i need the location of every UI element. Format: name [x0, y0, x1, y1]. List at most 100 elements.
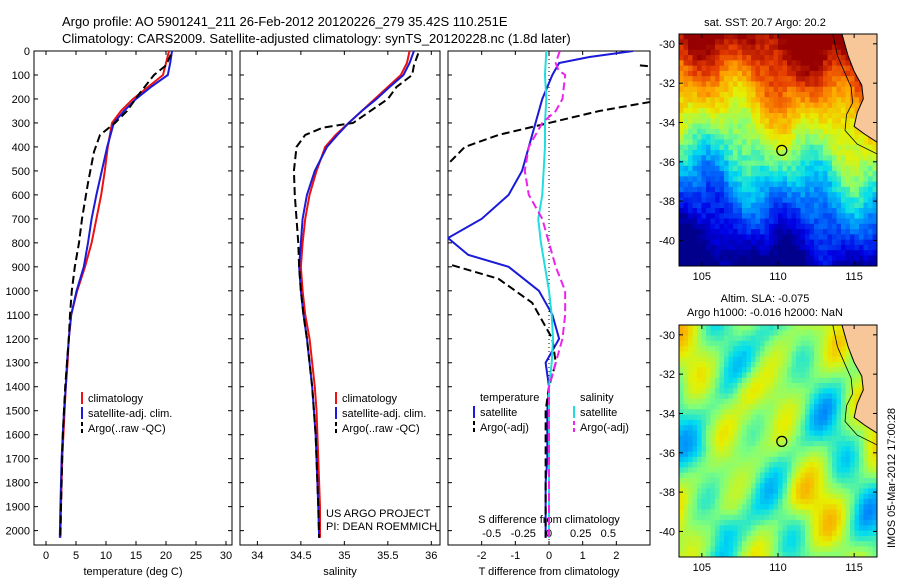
- map-cell: [746, 446, 752, 453]
- map-cell: [805, 181, 811, 188]
- map-cell: [832, 160, 838, 167]
- map-cell: [859, 150, 865, 156]
- map-cell: [679, 155, 685, 162]
- map-cell: [827, 340, 833, 347]
- map-cell: [836, 160, 842, 167]
- map-cell: [773, 134, 779, 141]
- map-cell: [746, 86, 752, 93]
- map-cell: [787, 213, 793, 220]
- map-cell: [773, 493, 779, 500]
- map-cell: [827, 514, 833, 521]
- map-cell: [679, 346, 685, 352]
- map-cell: [697, 113, 703, 119]
- map-cell: [764, 435, 770, 442]
- map-cell: [715, 388, 721, 395]
- map-cell: [751, 409, 757, 416]
- map-cell: [742, 213, 748, 220]
- map-cell: [751, 509, 757, 516]
- map-cell: [868, 514, 874, 521]
- map-cell: [841, 488, 847, 495]
- map-cell: [760, 551, 766, 557]
- map-cell: [818, 472, 824, 479]
- map-cell: [868, 155, 874, 162]
- map-cell: [683, 229, 689, 235]
- map-cell: [728, 488, 734, 495]
- map-cell: [755, 202, 761, 209]
- map-cell: [679, 546, 685, 553]
- legend-label: satellite: [580, 407, 617, 419]
- map-cell: [818, 244, 824, 251]
- map-cell: [805, 351, 811, 358]
- map-cell: [800, 451, 806, 458]
- map-cell: [850, 181, 856, 188]
- map-cell: [782, 414, 788, 421]
- map-cell: [832, 462, 838, 468]
- map-cell: [719, 92, 725, 98]
- map-cell: [778, 351, 784, 358]
- map-cell: [827, 467, 833, 474]
- map-cell: [760, 86, 766, 93]
- map-cell: [688, 388, 694, 395]
- map-cell: [701, 335, 707, 342]
- map-cell: [692, 165, 698, 172]
- map-cell: [769, 202, 775, 209]
- map-cell: [827, 160, 833, 167]
- map-cell: [854, 504, 860, 511]
- map-cell: [733, 488, 739, 495]
- map-cell: [773, 488, 779, 495]
- map-cell: [724, 144, 730, 151]
- map-cell: [733, 113, 739, 119]
- map-cell: [773, 171, 779, 177]
- map-cell: [859, 213, 865, 220]
- map-cell: [755, 330, 761, 337]
- map-cell: [814, 139, 820, 146]
- map-cell: [823, 383, 829, 389]
- map-cell: [872, 488, 877, 495]
- map-cell: [760, 186, 766, 193]
- map-cell: [818, 446, 824, 453]
- map-cell: [773, 451, 779, 458]
- map-cell: [778, 504, 784, 511]
- map-cell: [715, 409, 721, 416]
- map-cell: [823, 419, 829, 426]
- map-cell: [854, 430, 860, 437]
- map-cell: [755, 186, 761, 193]
- map-cell: [791, 128, 797, 135]
- map-cell: [809, 139, 815, 146]
- map-cell: [701, 404, 707, 410]
- map-cell: [697, 44, 703, 51]
- map-cell: [715, 144, 721, 151]
- map-cell: [827, 435, 833, 442]
- map-cell: [697, 86, 703, 93]
- map-cell: [688, 134, 694, 141]
- map-cell: [760, 335, 766, 342]
- map-cell: [737, 335, 743, 342]
- map-cell: [823, 86, 829, 93]
- map-cell: [872, 176, 877, 183]
- map-cell: [760, 472, 766, 479]
- map-cell: [724, 123, 730, 130]
- map-cell: [796, 171, 802, 177]
- map-cell: [746, 186, 752, 193]
- map-cell: [679, 171, 685, 177]
- map-cell: [755, 546, 761, 553]
- map-cell: [755, 39, 761, 46]
- map-cell: [791, 377, 797, 384]
- map-cell: [796, 393, 802, 400]
- map-cell: [832, 181, 838, 188]
- map-cell: [764, 383, 770, 389]
- map-cell: [724, 165, 730, 172]
- map-cell: [845, 102, 851, 109]
- map-cell: [724, 483, 730, 490]
- map-cell: [809, 462, 815, 468]
- map-cell: [697, 488, 703, 495]
- map-cell: [773, 223, 779, 230]
- map-cell: [710, 181, 716, 188]
- map-cell: [823, 192, 829, 199]
- map-cell: [782, 377, 788, 384]
- map-cell: [755, 255, 761, 262]
- map-cell: [796, 260, 802, 266]
- map-cell: [791, 467, 797, 474]
- map-cell: [746, 123, 752, 130]
- map-cell: [706, 356, 712, 363]
